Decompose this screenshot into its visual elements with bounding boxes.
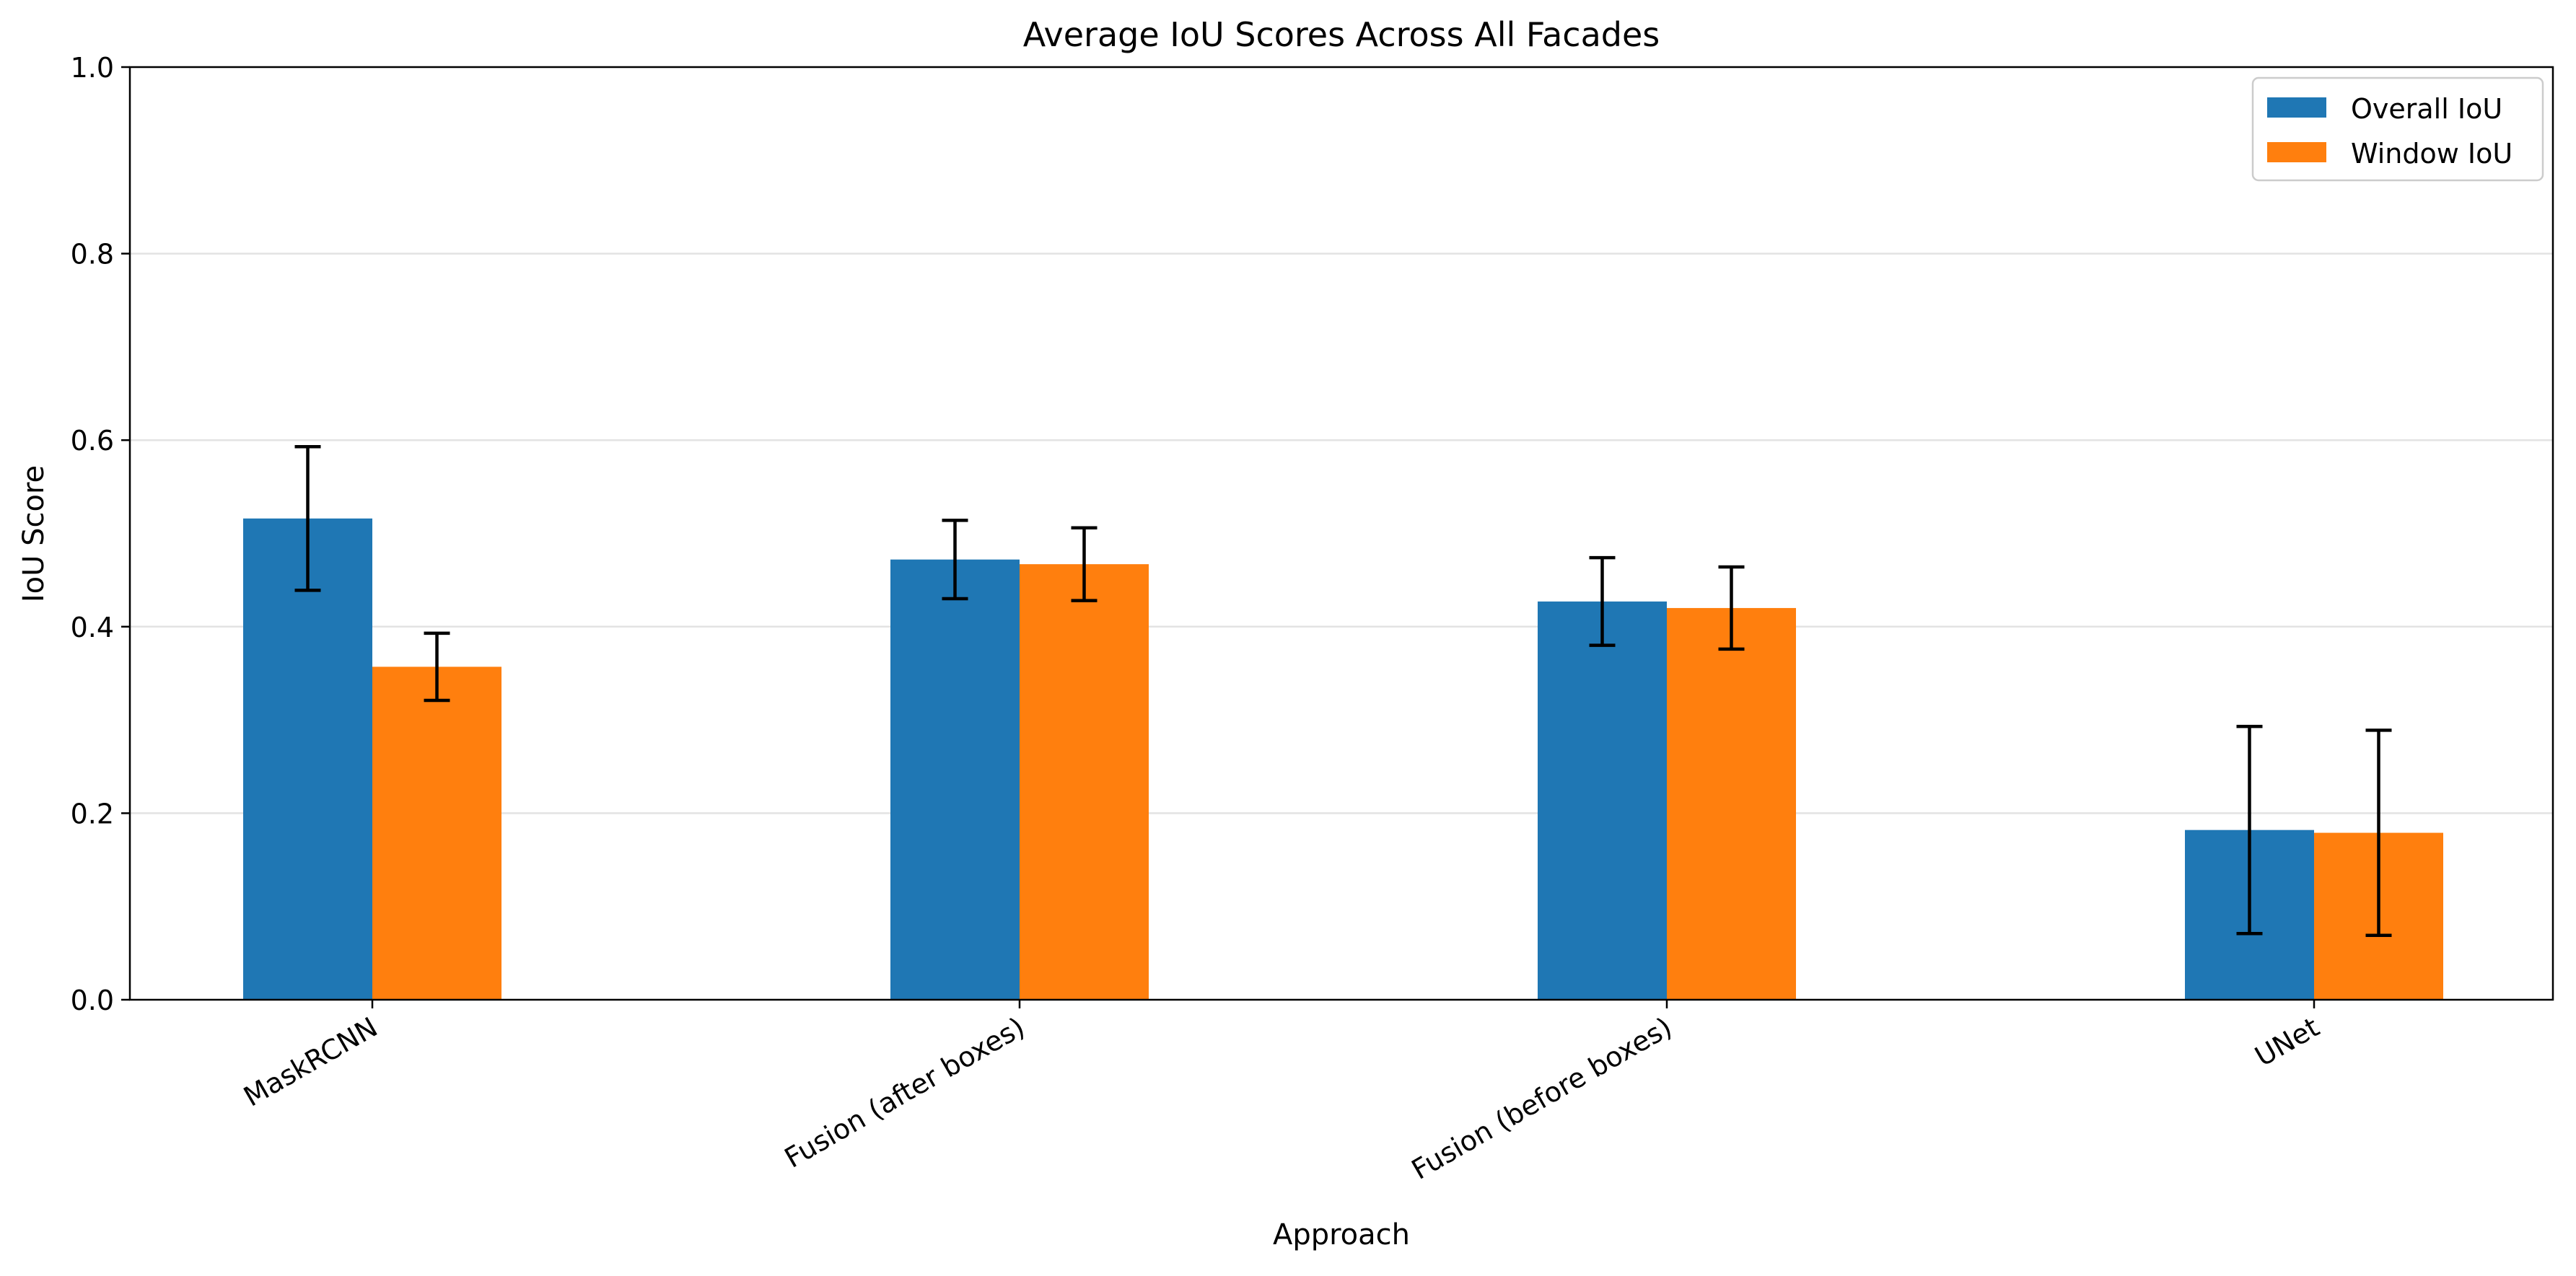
gridlines	[130, 252, 2553, 814]
bars	[243, 518, 2443, 1000]
bar	[1020, 564, 1149, 1000]
bar	[1538, 601, 1667, 1000]
y-tick-label: 0.0	[71, 985, 114, 1016]
y-axis-label: IoU Score	[17, 465, 51, 602]
y-tick-label: 0.8	[71, 239, 114, 270]
y-tick-label: 0.6	[71, 425, 114, 457]
bar	[243, 518, 372, 1000]
x-axis-label: Approach	[1273, 1218, 1410, 1251]
y-tick-label: 1.0	[71, 52, 114, 84]
bar	[1667, 607, 1796, 1000]
y-tick-label: 0.4	[71, 612, 114, 643]
bar	[890, 559, 1020, 1000]
legend-label-window-iou: Window IoU	[2351, 138, 2513, 170]
legend-swatch-window-iou	[2267, 142, 2326, 162]
legend-swatch-overall-iou	[2267, 97, 2326, 118]
bar	[372, 666, 501, 1000]
legend: Overall IoU Window IoU	[2251, 76, 2544, 182]
error-bars	[294, 445, 2392, 938]
legend-label-overall-iou: Overall IoU	[2351, 93, 2502, 125]
y-tick-label: 0.2	[71, 798, 114, 830]
plot-frame	[128, 66, 2554, 1001]
chart-title: Average IoU Scores Across All Facades	[1023, 15, 1660, 54]
y-axis: 0.0 0.2 0.4 0.6 0.8 1.0	[71, 52, 130, 1016]
